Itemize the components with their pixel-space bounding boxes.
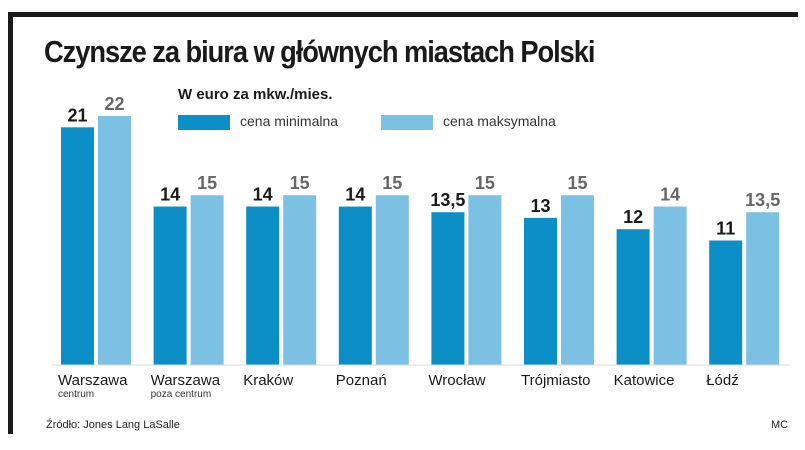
category-label-1: Warszawa — [151, 372, 221, 389]
legend-swatch-max — [381, 115, 433, 130]
category-label-7: Łódź — [706, 372, 739, 389]
category-label-5: Trójmiasto — [521, 372, 590, 389]
category-label-3: Poznań — [336, 372, 387, 389]
bar-max-0 — [98, 116, 131, 365]
source-note: Źródło: Jones Lang LaSalle — [46, 419, 180, 431]
bar-max-7 — [746, 212, 780, 365]
value-label-max-3: 15 — [382, 173, 402, 193]
value-label-max-7: 13,5 — [745, 190, 780, 210]
value-label-min-6: 12 — [623, 207, 643, 227]
bar-max-5 — [561, 195, 594, 365]
frame-top-border — [8, 12, 798, 17]
bar-max-2 — [283, 195, 317, 365]
legend-swatch-min — [178, 115, 230, 130]
category-label-4: Wrocław — [428, 372, 485, 389]
bar-min-0 — [61, 127, 94, 366]
value-label-min-7: 11 — [716, 219, 735, 239]
category-label-6: Katowice — [614, 372, 675, 389]
value-label-min-3: 14 — [345, 185, 365, 205]
bar-min-7 — [709, 240, 743, 365]
value-label-min-0: 21 — [67, 105, 87, 125]
bar-max-1 — [190, 195, 224, 365]
bar-max-6 — [653, 206, 687, 365]
value-label-max-6: 14 — [660, 185, 680, 205]
legend-label-min: cena minimalna — [240, 113, 339, 129]
value-label-max-5: 15 — [567, 173, 587, 193]
category-label-0: Warszawa — [58, 372, 128, 389]
legend-label-max: cena maksymalna — [443, 113, 556, 129]
bar-min-4 — [431, 212, 465, 365]
value-label-max-4: 15 — [475, 173, 495, 193]
chart-subtitle: W euro za mkw./mies. — [178, 86, 333, 103]
value-label-max-0: 22 — [104, 94, 124, 114]
value-label-max-2: 15 — [290, 173, 310, 193]
bar-max-3 — [375, 195, 409, 365]
chart-title: Czynsze za biura w głównych miastach Pol… — [44, 34, 595, 69]
bar-min-5 — [524, 217, 557, 365]
bar-min-1 — [153, 206, 187, 365]
value-label-min-5: 13 — [530, 196, 550, 216]
bar-min-6 — [616, 229, 650, 365]
frame-left-border — [8, 12, 13, 434]
bar-max-4 — [468, 195, 502, 365]
category-sublabel-0: centrum — [58, 389, 94, 400]
value-label-min-1: 14 — [160, 185, 180, 205]
value-label-max-1: 15 — [197, 173, 217, 193]
value-label-min-4: 13,5 — [430, 190, 465, 210]
bar-min-3 — [338, 206, 372, 365]
value-label-min-2: 14 — [253, 185, 273, 205]
category-sublabel-1: poza centrum — [151, 389, 212, 400]
bar-min-2 — [246, 206, 280, 365]
credit-initials: MC — [771, 419, 789, 431]
category-label-2: Kraków — [243, 372, 293, 389]
